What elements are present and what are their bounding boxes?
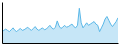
x-axis-line — [3, 43, 119, 44]
area-line — [2, 8, 118, 31]
y-axis — [2, 3, 3, 44]
plot-area — [2, 3, 119, 44]
chart-svg — [0, 0, 120, 45]
area-fill — [2, 8, 118, 43]
marks — [2, 8, 118, 43]
x-axis — [3, 43, 119, 44]
y-axis-line — [2, 3, 3, 44]
